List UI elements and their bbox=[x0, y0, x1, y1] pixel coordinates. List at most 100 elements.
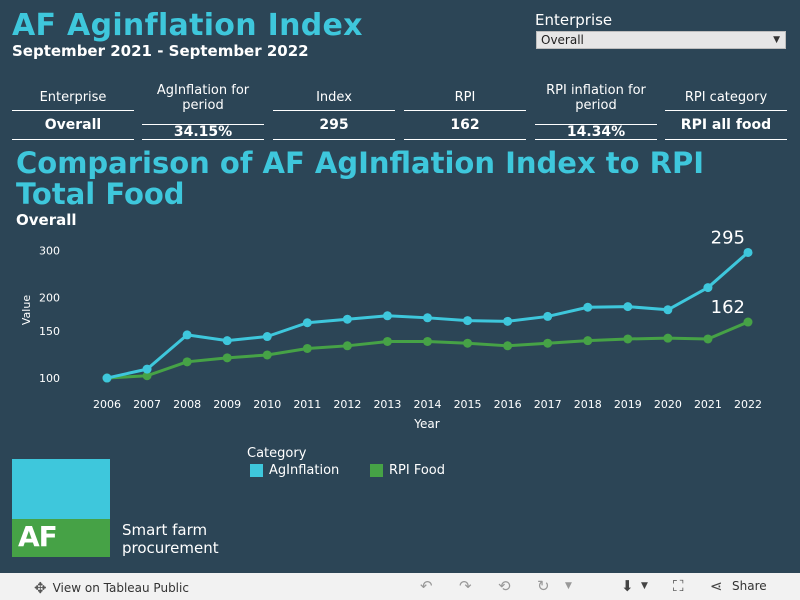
x-tick-label: 2013 bbox=[373, 398, 401, 411]
view-on-tableau-public-label: View on Tableau Public bbox=[52, 581, 189, 595]
share-icon[interactable]: ⋖ bbox=[710, 577, 723, 595]
enterprise-filter-value: Overall bbox=[541, 33, 584, 47]
kpi-value-rpi-inflation: 14.34% bbox=[566, 124, 626, 140]
kpi-value-aginflation: 34.15% bbox=[173, 124, 233, 140]
legend-item-rpi-food[interactable]: RPI Food bbox=[370, 463, 445, 478]
x-tick-label: 2014 bbox=[414, 398, 442, 411]
legend-item-aginflation[interactable]: AgInflation bbox=[250, 463, 339, 478]
undo-icon[interactable]: ↶ bbox=[420, 577, 433, 595]
legend-swatch-aginflation bbox=[250, 464, 263, 477]
data-point-rpi-food bbox=[222, 353, 232, 363]
chevron-down-icon[interactable]: ▼ bbox=[773, 35, 780, 45]
data-point-rpi-food bbox=[663, 333, 673, 343]
download-icon[interactable]: ⬇ bbox=[621, 577, 634, 595]
refresh-icon[interactable]: ↻ bbox=[537, 577, 550, 595]
logo-tagline-line2: procurement bbox=[122, 539, 219, 557]
kpi-header-rpi-inflation: RPI inflation for period bbox=[546, 82, 646, 113]
data-point-rpi-food bbox=[583, 336, 593, 346]
data-point-aginflation bbox=[503, 316, 513, 326]
data-point-aginflation bbox=[583, 302, 593, 312]
kpi-header-aginflation: AgInflation for period bbox=[156, 82, 250, 113]
enterprise-filter-label: Enterprise bbox=[535, 11, 613, 29]
data-point-rpi-food bbox=[503, 341, 513, 351]
data-point-aginflation bbox=[382, 311, 392, 321]
data-point-rpi-food bbox=[703, 334, 713, 344]
data-point-rpi-food bbox=[182, 357, 192, 367]
data-point-aginflation bbox=[302, 318, 312, 328]
y-tick-label: 200 bbox=[39, 292, 60, 305]
kpi-divider bbox=[273, 110, 395, 111]
y-axis-label: Value bbox=[20, 295, 33, 325]
y-tick-label: 150 bbox=[39, 325, 60, 338]
kpi-divider bbox=[665, 139, 787, 140]
kpi-value-rpi: 162 bbox=[450, 117, 480, 133]
data-point-aginflation bbox=[463, 316, 473, 326]
data-point-aginflation bbox=[182, 330, 192, 340]
redo-icon[interactable]: ↷ bbox=[459, 577, 472, 595]
revert-icon[interactable]: ⟲ bbox=[498, 577, 511, 595]
data-point-aginflation bbox=[623, 302, 633, 312]
data-point-rpi-food bbox=[142, 371, 152, 381]
legend-label-aginflation: AgInflation bbox=[269, 463, 340, 478]
data-point-rpi-food bbox=[623, 334, 633, 344]
kpi-divider bbox=[404, 139, 526, 140]
data-point-rpi-food bbox=[262, 350, 272, 360]
download-menu-chevron-icon[interactable]: ▼ bbox=[641, 581, 648, 591]
legend-swatch-rpi-food bbox=[370, 464, 383, 477]
kpi-divider bbox=[12, 139, 134, 140]
series-layer bbox=[102, 247, 753, 383]
kpi-value-rpi-category: RPI all food bbox=[680, 117, 772, 133]
data-point-rpi-food bbox=[302, 343, 312, 353]
data-point-aginflation bbox=[102, 373, 112, 383]
x-tick-label: 2018 bbox=[574, 398, 602, 411]
data-point-aginflation bbox=[142, 364, 152, 374]
view-on-tableau-public-link[interactable]: ✥ View on Tableau Public bbox=[34, 579, 189, 597]
x-axis-label: Year bbox=[413, 417, 439, 431]
kpi-header-index: Index bbox=[316, 90, 352, 105]
end-label-layer: 295 162 bbox=[711, 228, 745, 318]
data-point-aginflation bbox=[342, 314, 352, 324]
kpi-value-index: 295 bbox=[319, 117, 349, 133]
legend-label-rpi-food: RPI Food bbox=[389, 463, 446, 478]
kpi-value-enterprise: Overall bbox=[44, 117, 102, 133]
logo-tagline: Smart farm procurement bbox=[122, 521, 219, 557]
enterprise-filter-dropdown[interactable]: Overall ▼ bbox=[536, 31, 786, 49]
x-tick-label: 2006 bbox=[93, 398, 121, 411]
kpi-divider bbox=[142, 124, 264, 125]
logo-mark: AF bbox=[18, 520, 58, 553]
data-point-rpi-food bbox=[342, 341, 352, 351]
tableau-footer-toolbar: ✥ View on Tableau Public ↶ ↷ ⟲ ↻ ▼ ⬇ ▼ ⛶… bbox=[0, 573, 800, 600]
x-tick-label: 2020 bbox=[654, 398, 682, 411]
kpi-divider bbox=[404, 110, 526, 111]
x-tick-label: 2007 bbox=[133, 398, 161, 411]
fullscreen-icon[interactable]: ⛶ bbox=[673, 577, 684, 595]
data-point-rpi-food bbox=[743, 317, 753, 327]
data-point-rpi-food bbox=[423, 336, 432, 346]
x-tick-label: 2022 bbox=[734, 398, 762, 411]
share-button[interactable]: Share bbox=[732, 579, 767, 593]
logo-block-bottom bbox=[12, 519, 110, 557]
x-tick-label: 2016 bbox=[494, 398, 522, 411]
tableau-icon: ✥ bbox=[34, 579, 47, 597]
kpi-divider bbox=[535, 139, 657, 140]
chart-subtitle: Overall bbox=[16, 211, 77, 229]
x-tick-label: 2017 bbox=[534, 398, 562, 411]
x-tick-label: 2012 bbox=[333, 398, 361, 411]
line-chart[interactable]: 100 150 200 300 2006 2007 2008 2009 2010 2011 201… bbox=[0, 228, 800, 443]
data-point-aginflation bbox=[703, 283, 713, 293]
data-point-aginflation bbox=[743, 247, 753, 257]
y-tick-label: 100 bbox=[39, 372, 60, 385]
dashboard-subtitle: September 2021 - September 2022 bbox=[12, 42, 309, 60]
logo-tagline-line1: Smart farm bbox=[122, 521, 208, 539]
end-value-label: 295 bbox=[711, 228, 745, 248]
data-point-rpi-food bbox=[382, 336, 392, 346]
x-tick-label: 2015 bbox=[454, 398, 482, 411]
x-tick-label: 2019 bbox=[614, 398, 642, 411]
data-point-rpi-food bbox=[463, 338, 473, 348]
x-tick-label: 2011 bbox=[293, 398, 321, 411]
series-line-rpi-food bbox=[106, 320, 749, 380]
refresh-menu-chevron-icon[interactable]: ▼ bbox=[565, 581, 572, 591]
data-point-aginflation bbox=[262, 332, 272, 342]
x-tick-label: 2010 bbox=[253, 398, 281, 411]
kpi-divider bbox=[12, 110, 134, 111]
